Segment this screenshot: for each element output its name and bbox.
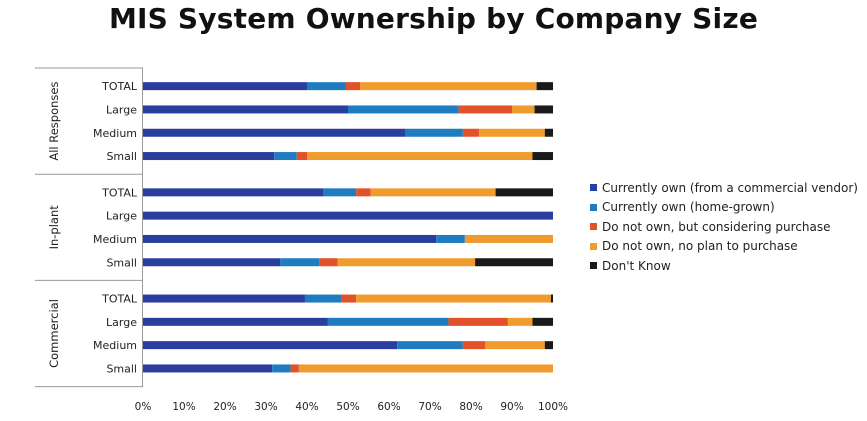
bar-segment xyxy=(479,128,545,137)
category-label: Large xyxy=(106,103,137,116)
bar-segment xyxy=(356,188,371,197)
bar-segment xyxy=(544,128,553,137)
bar-segment xyxy=(143,317,328,326)
x-tick-label: 40% xyxy=(295,401,318,413)
bar-segment xyxy=(512,105,535,114)
bar-segment xyxy=(458,105,512,114)
bar-segment xyxy=(304,294,342,303)
bar-segment xyxy=(462,341,486,350)
chart-title: MIS System Ownership by Company Size xyxy=(108,2,759,35)
group-label: All Responses xyxy=(47,82,61,161)
bar-segment xyxy=(319,258,338,267)
bar-segment xyxy=(397,341,463,350)
x-tick-label: 60% xyxy=(377,401,400,413)
category-label: Medium xyxy=(93,127,137,140)
bar-segment xyxy=(544,341,553,350)
legend-swatch xyxy=(590,184,597,192)
bar-segment xyxy=(143,82,307,91)
bar-segment xyxy=(280,258,320,267)
x-tick-label: 10% xyxy=(172,401,195,413)
legend-item: Do not own, no plan to purchase xyxy=(590,237,858,257)
bar-segment xyxy=(337,258,476,267)
bar-segment xyxy=(464,234,553,243)
bar-segment xyxy=(143,211,553,220)
bar-segment xyxy=(307,152,533,161)
category-label: Medium xyxy=(93,339,137,352)
bar-segment xyxy=(485,341,545,350)
legend-item: Currently own (home-grown) xyxy=(590,198,858,218)
bar-segment xyxy=(143,234,437,243)
legend-label: Currently own (home-grown) xyxy=(602,200,775,215)
category-label: Small xyxy=(106,256,137,269)
bar-segment xyxy=(323,188,357,197)
bar-segment xyxy=(550,294,553,303)
category-label: Small xyxy=(106,362,137,375)
category-label: TOTAL xyxy=(101,186,138,199)
legend-label: Do not own, but considering purchase xyxy=(602,219,831,234)
bar-segment xyxy=(370,188,496,197)
category-label: Small xyxy=(106,150,137,163)
legend-swatch xyxy=(590,262,597,270)
x-tick-label: 30% xyxy=(254,401,277,413)
x-tick-label: 50% xyxy=(336,401,359,413)
bar-segment xyxy=(532,152,553,161)
group-label: In-plant xyxy=(47,205,61,250)
bar-segment xyxy=(534,105,553,114)
bar-segment xyxy=(143,152,275,161)
legend-item: Don't Know xyxy=(590,256,858,276)
group-label: Commercial xyxy=(47,299,61,368)
x-tick-label: 100% xyxy=(538,401,568,413)
bar-segment xyxy=(532,317,553,326)
bar-segment xyxy=(507,317,533,326)
bar-segment xyxy=(475,258,553,267)
bar-segment xyxy=(143,364,273,373)
bar-segment xyxy=(274,152,297,161)
x-tick-label: 90% xyxy=(500,401,523,413)
bar-segment xyxy=(348,105,459,114)
bar-segment xyxy=(345,82,361,91)
category-label: TOTAL xyxy=(101,80,138,93)
legend-item: Currently own (from a commercial vendor) xyxy=(590,178,858,198)
legend-swatch xyxy=(590,203,597,211)
bar-segment xyxy=(290,364,299,373)
bar-segment xyxy=(536,82,553,91)
bar-segment xyxy=(143,188,324,197)
legend-item: Do not own, but considering purchase xyxy=(590,217,858,237)
bar-segment xyxy=(327,317,449,326)
bar-segment xyxy=(296,152,307,161)
bar-segment xyxy=(143,258,281,267)
bar-segment xyxy=(495,188,553,197)
bar-segment xyxy=(143,128,406,137)
bar-segment xyxy=(143,341,398,350)
bar-segment xyxy=(143,294,305,303)
category-label: Medium xyxy=(93,233,137,246)
bar-segment xyxy=(143,105,348,114)
legend-label: Don't Know xyxy=(602,258,671,273)
legend-label: Do not own, no plan to purchase xyxy=(602,239,798,254)
bar-segment xyxy=(462,128,480,137)
category-label: Large xyxy=(106,316,137,329)
bar-segment xyxy=(341,294,357,303)
bar-segment xyxy=(360,82,537,91)
legend-swatch xyxy=(590,223,597,231)
x-tick-label: 70% xyxy=(418,401,441,413)
bar-segment xyxy=(436,234,465,243)
chart-legend: Currently own (from a commercial vendor)… xyxy=(590,178,858,276)
bar-segment xyxy=(405,128,463,137)
category-label: TOTAL xyxy=(101,293,138,306)
x-tick-label: 0% xyxy=(135,401,152,413)
bar-segment xyxy=(298,364,553,373)
category-label: Large xyxy=(106,210,137,223)
x-tick-label: 80% xyxy=(459,401,482,413)
x-tick-label: 20% xyxy=(213,401,236,413)
bar-segment xyxy=(356,294,551,303)
bar-segment xyxy=(448,317,508,326)
legend-label: Currently own (from a commercial vendor) xyxy=(602,180,858,195)
bar-segment xyxy=(307,82,346,91)
legend-swatch xyxy=(590,242,597,250)
bar-segment xyxy=(272,364,291,373)
